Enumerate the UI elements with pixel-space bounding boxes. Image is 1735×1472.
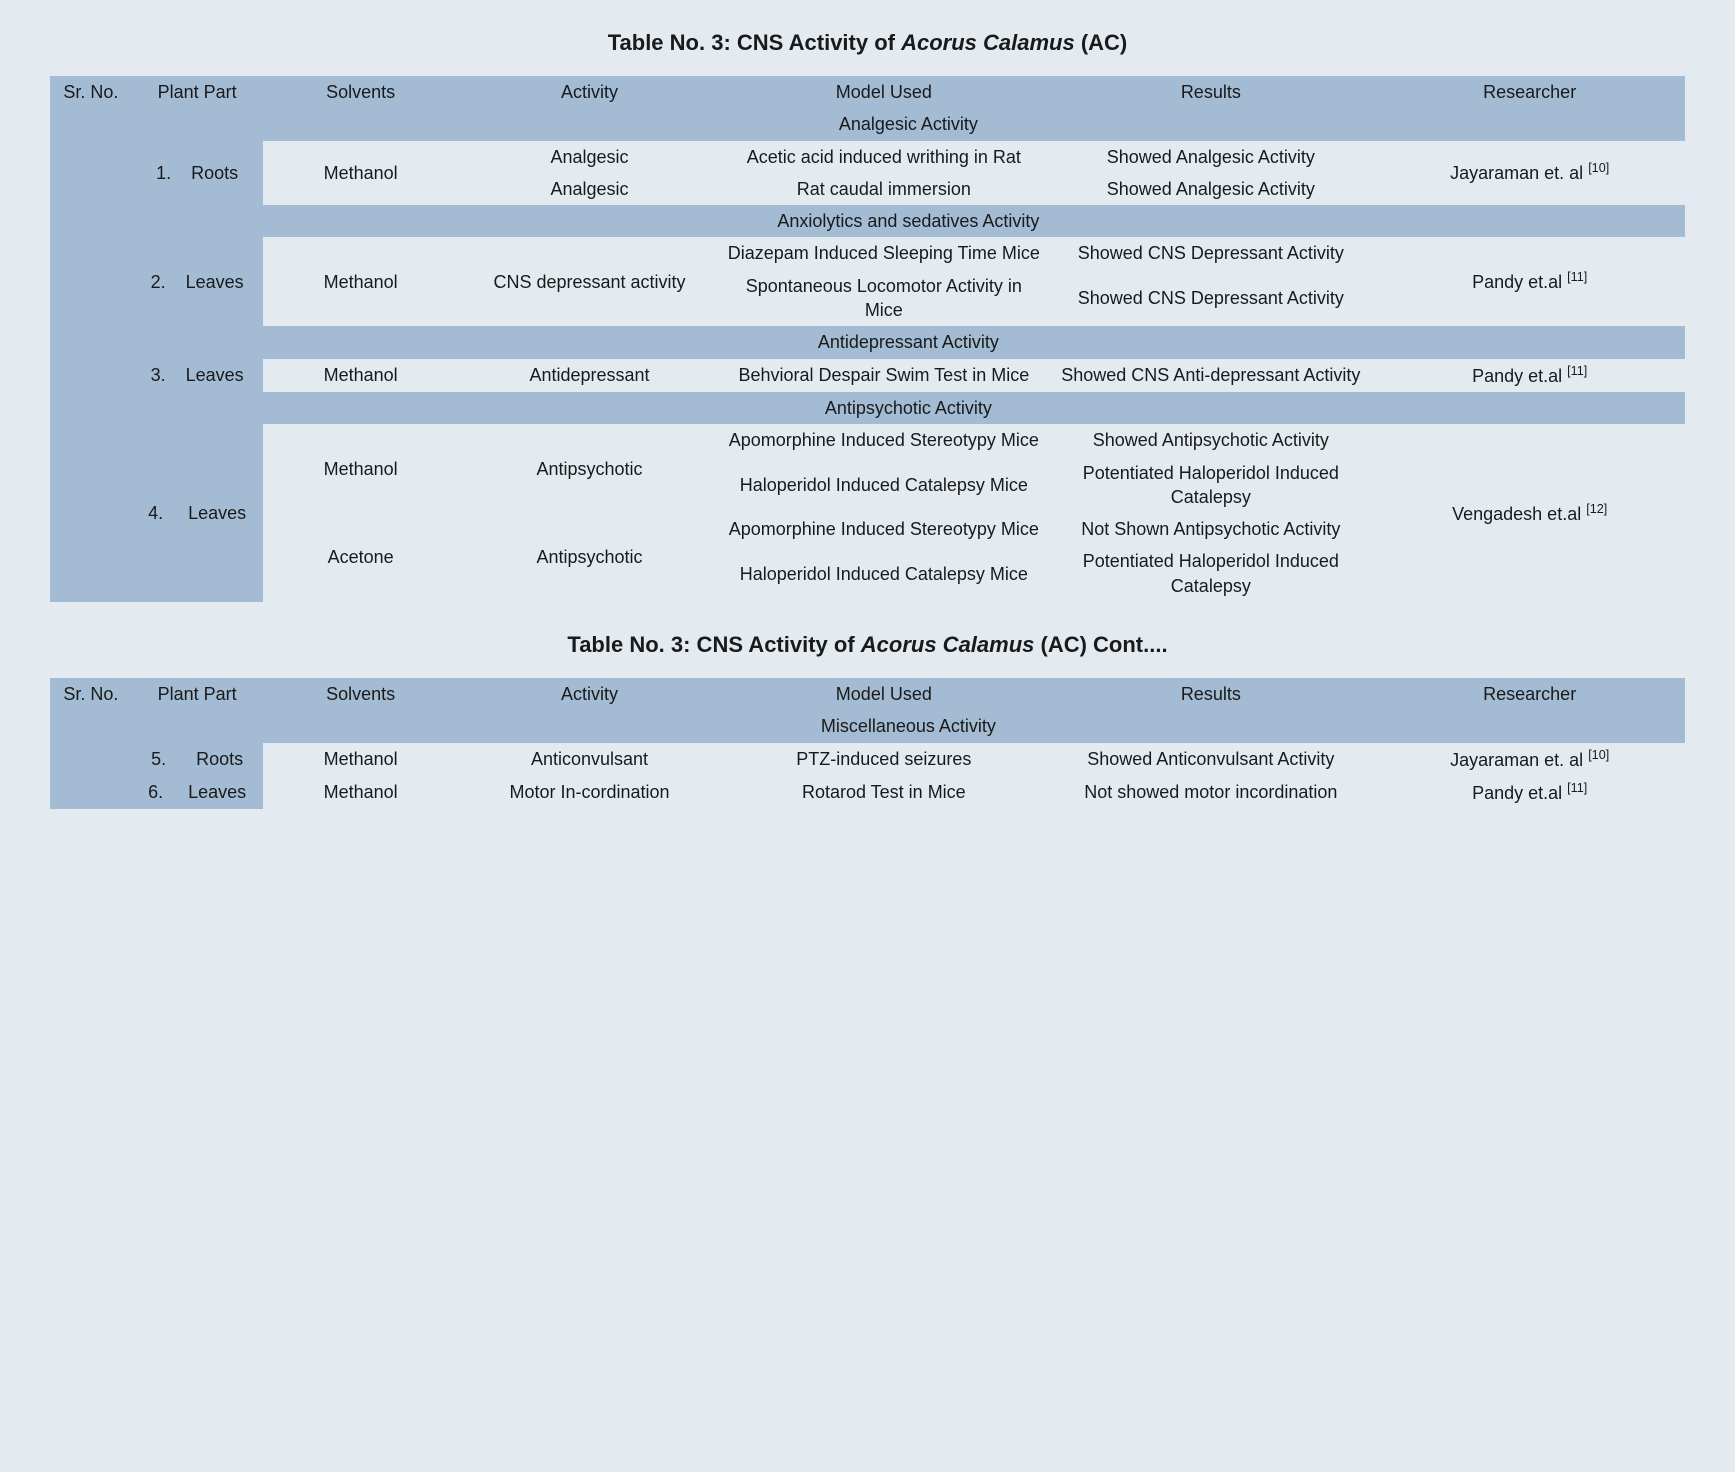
section-analgesic-label: Analgesic Activity	[132, 108, 1685, 140]
r6-model: Rotarod Test in Mice	[720, 776, 1047, 809]
cns-table-1: Sr. No. Plant Part Solvents Activity Mod…	[50, 76, 1685, 602]
table-title-2: Table No. 3: CNS Activity of Acorus Cala…	[50, 632, 1685, 658]
r3-act: Antidepressant	[459, 359, 721, 392]
hdr-model: Model Used	[720, 76, 1047, 108]
r2-res1: Showed CNS Depressant Activity	[1047, 237, 1374, 269]
r3-model: Behvioral Despair Swim Test in Mice	[720, 359, 1047, 392]
r2-solv: Methanol	[263, 237, 459, 326]
row-6: 6. Leaves Methanol Motor In-cordination …	[50, 776, 1685, 809]
hdr-resch: Researcher	[1374, 76, 1685, 108]
r5-res: Showed Anticonvulsant Activity	[1047, 743, 1374, 776]
section-misc: Miscellaneous Activity	[50, 710, 1685, 742]
hdr2-resch: Researcher	[1374, 678, 1685, 710]
hdr2-model: Model Used	[720, 678, 1047, 710]
r1-resch: Jayaraman et. al [10]	[1374, 141, 1685, 206]
r6-act: Motor In-cordination	[459, 776, 721, 809]
section-analgesic: Analgesic Activity	[50, 108, 1685, 140]
row-3: 3. Leaves Methanol Antidepressant Behvio…	[50, 359, 1685, 392]
r6-solv: Methanol	[263, 776, 459, 809]
section-antidep: Antidepressant Activity	[50, 326, 1685, 358]
r2-act: CNS depressant activity	[459, 237, 721, 326]
r5-sr-part: 5. Roots	[132, 743, 263, 776]
hdr-solv: Solvents	[263, 76, 459, 108]
title1-a: Table No. 3: CNS Activity of	[608, 30, 901, 55]
hdr2-res: Results	[1047, 678, 1374, 710]
r1-res1: Showed Analgesic Activity	[1047, 141, 1374, 173]
r1-solv: Methanol	[263, 141, 459, 206]
r5-solv: Methanol	[263, 743, 459, 776]
title2-c: (AC) Cont....	[1034, 632, 1167, 657]
cns-table-2: Sr. No. Plant Part Solvents Activity Mod…	[50, 678, 1685, 809]
row-5: 5. Roots Methanol Anticonvulsant PTZ-ind…	[50, 743, 1685, 776]
r2-model2: Spontaneous Locomotor Activity in Mice	[720, 270, 1047, 327]
hdr-sr: Sr. No.	[50, 76, 132, 108]
r5-act: Anticonvulsant	[459, 743, 721, 776]
r4-model1a: Apomorphine Induced Stereotypy Mice	[720, 424, 1047, 456]
r3-resch: Pandy et.al [11]	[1374, 359, 1685, 392]
r6-resch: Pandy et.al [11]	[1374, 776, 1685, 809]
r3-solv: Methanol	[263, 359, 459, 392]
hdr2-act: Activity	[459, 678, 721, 710]
title2-a: Table No. 3: CNS Activity of	[567, 632, 860, 657]
row-2a: 2. Leaves Methanol CNS depressant activi…	[50, 237, 1685, 269]
r2-res2: Showed CNS Depressant Activity	[1047, 270, 1374, 327]
r4-model2a: Apomorphine Induced Stereotypy Mice	[720, 513, 1047, 545]
r4-solv2: Acetone	[263, 513, 459, 602]
row-1a: 1. Roots Methanol Analgesic Acetic acid …	[50, 141, 1685, 173]
r1-model2: Rat caudal immersion	[720, 173, 1047, 205]
r4-act1: Antipsychotic	[459, 424, 721, 513]
r1-sr-part: 1. Roots	[132, 141, 263, 206]
r4-res1b: Potentiated Haloperidol Induced Cataleps…	[1047, 457, 1374, 514]
hdr-part: Plant Part	[132, 76, 263, 108]
r3-res: Showed CNS Anti-depressant Activity	[1047, 359, 1374, 392]
section-antipsy: Antipsychotic Activity	[50, 392, 1685, 424]
section-anxiolytics-label: Anxiolytics and sedatives Activity	[132, 205, 1685, 237]
r2-sr-part: 2. Leaves	[132, 237, 263, 326]
r1-act2: Analgesic	[459, 173, 721, 205]
header-row: Sr. No. Plant Part Solvents Activity Mod…	[50, 76, 1685, 108]
hdr-act: Activity	[459, 76, 721, 108]
hdr2-sr: Sr. No.	[50, 678, 132, 710]
r4-solv1: Methanol	[263, 424, 459, 513]
hdr-res: Results	[1047, 76, 1374, 108]
r3-sr-part: 3. Leaves	[132, 359, 263, 392]
r4-res1a: Showed Antipsychotic Activity	[1047, 424, 1374, 456]
header-row-2: Sr. No. Plant Part Solvents Activity Mod…	[50, 678, 1685, 710]
r4-model2b: Haloperidol Induced Catalepsy Mice	[720, 545, 1047, 602]
section-antidep-label: Antidepressant Activity	[132, 326, 1685, 358]
r2-resch: Pandy et.al [11]	[1374, 237, 1685, 326]
r4-res2b: Potentiated Haloperidol Induced Cataleps…	[1047, 545, 1374, 602]
section-misc-label: Miscellaneous Activity	[132, 710, 1685, 742]
hdr2-part: Plant Part	[132, 678, 263, 710]
r4-resch: Vengadesh et.al [12]	[1374, 424, 1685, 602]
row-4a: 4. Leaves Methanol Antipsychotic Apomorp…	[50, 424, 1685, 456]
r1-res2: Showed Analgesic Activity	[1047, 173, 1374, 205]
section-anxiolytics: Anxiolytics and sedatives Activity	[50, 205, 1685, 237]
r1-model1: Acetic acid induced writhing in Rat	[720, 141, 1047, 173]
section-antipsy-label: Antipsychotic Activity	[132, 392, 1685, 424]
title1-b: Acorus Calamus	[901, 30, 1075, 55]
r6-res: Not showed motor incordination	[1047, 776, 1374, 809]
table-title-1: Table No. 3: CNS Activity of Acorus Cala…	[50, 30, 1685, 56]
r6-sr-part: 6. Leaves	[132, 776, 263, 809]
r2-model1: Diazepam Induced Sleeping Time Mice	[720, 237, 1047, 269]
title1-c: (AC)	[1075, 30, 1128, 55]
hdr2-solv: Solvents	[263, 678, 459, 710]
title2-b: Acorus Calamus	[861, 632, 1035, 657]
r5-resch: Jayaraman et. al [10]	[1374, 743, 1685, 776]
r1-act1: Analgesic	[459, 141, 721, 173]
r4-model1b: Haloperidol Induced Catalepsy Mice	[720, 457, 1047, 514]
r5-model: PTZ-induced seizures	[720, 743, 1047, 776]
r4-act2: Antipsychotic	[459, 513, 721, 602]
r4-sr-part: 4. Leaves	[132, 424, 263, 602]
r4-res2a: Not Shown Antipsychotic Activity	[1047, 513, 1374, 545]
